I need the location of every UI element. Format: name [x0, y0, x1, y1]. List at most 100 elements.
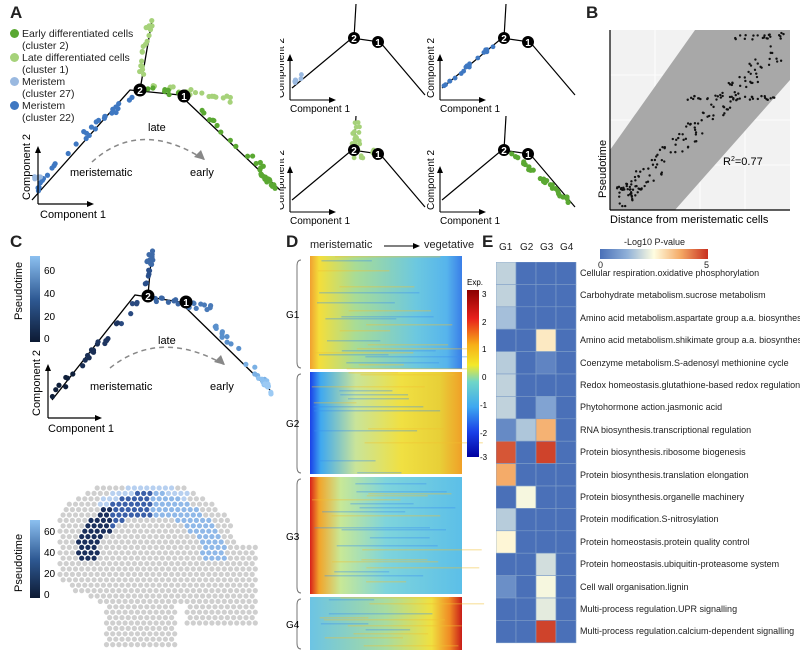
- spatial-spot: [63, 539, 69, 545]
- spatial-spot: [100, 517, 106, 523]
- spatial-spot: [63, 528, 69, 534]
- cell-point: [521, 159, 527, 165]
- legend-text: Late differentiated cells: [22, 52, 130, 64]
- spatial-spot: [175, 485, 181, 491]
- spatial-spot: [252, 555, 258, 561]
- spatial-spot: [131, 561, 137, 567]
- spatial-spot: [234, 577, 240, 583]
- spatial-spot: [100, 507, 106, 513]
- cell-point: [126, 97, 133, 103]
- spatial-spot: [212, 571, 218, 577]
- cell-point: [73, 141, 79, 147]
- spatial-spot: [162, 582, 168, 588]
- spatial-spot: [116, 566, 122, 572]
- spatial-spot: [181, 582, 187, 588]
- spatial-spot: [131, 539, 137, 545]
- cell-point: [224, 333, 230, 340]
- spatial-spot: [63, 561, 69, 567]
- spatial-spot: [156, 507, 162, 513]
- scatter-point: [738, 97, 741, 100]
- spatial-spot: [116, 588, 122, 594]
- spatial-spot: [150, 615, 156, 621]
- scatter-point: [750, 95, 754, 99]
- spatial-spot: [221, 534, 227, 540]
- heatmap-block-g4: [310, 597, 462, 650]
- spatial-spot: [150, 571, 156, 577]
- spatial-spot: [221, 620, 227, 626]
- cell-point: [356, 130, 362, 135]
- scatter-point: [684, 137, 688, 141]
- cell-point: [447, 78, 453, 84]
- scatter-point: [747, 70, 750, 74]
- spatial-spot: [165, 631, 172, 637]
- spatial-spot: [196, 588, 203, 594]
- enrichment-cell: [515, 508, 537, 532]
- spatial-spot: [116, 490, 122, 496]
- spatial-spot: [116, 544, 122, 550]
- spatial-spot: [175, 539, 181, 545]
- spatial-spot: [252, 609, 258, 615]
- trajectory-points: [49, 248, 274, 400]
- legend-text: Early differentiated cells: [22, 28, 134, 40]
- cell-point: [146, 32, 152, 39]
- spatial-spot: [144, 539, 150, 545]
- spatial-spot: [97, 555, 103, 561]
- spatial-spot: [82, 571, 88, 577]
- tick-label: 60: [44, 266, 56, 277]
- spatial-spot: [200, 550, 206, 556]
- enrichment-row-label: Protein modification.S-nitrosylation: [580, 514, 719, 525]
- scatter-point: [637, 187, 640, 190]
- spatial-spot: [193, 615, 199, 621]
- spatial-spot: [85, 588, 91, 594]
- spatial-spot: [128, 566, 134, 572]
- scatter-point: [639, 170, 642, 173]
- column-header-g4: G4: [560, 242, 574, 253]
- scatter-point: [756, 34, 759, 37]
- enrichment-cell: [555, 396, 577, 420]
- spatial-spot: [147, 631, 153, 637]
- heatmap-block-g3: [310, 477, 462, 594]
- spatial-spot: [153, 523, 159, 529]
- spatial-spot: [237, 604, 243, 610]
- scatter-point: [763, 34, 766, 37]
- spatial-spot: [141, 501, 147, 507]
- spatial-spot: [66, 566, 72, 572]
- spatial-spot: [116, 609, 122, 615]
- spatial-spot: [97, 588, 103, 594]
- enrichment-row-label: Coenzyme metabolism.S-adenosyl methionin…: [580, 357, 789, 368]
- spatial-spot: [57, 528, 63, 534]
- scatter-point: [686, 98, 689, 101]
- scatter-point: [701, 111, 705, 114]
- spatial-spot: [110, 642, 116, 648]
- spatial-spot: [172, 534, 178, 540]
- scatter-point: [737, 92, 740, 95]
- spatial-spot: [246, 555, 252, 561]
- spatial-spot: [246, 566, 252, 572]
- spatial-spot: [100, 561, 106, 567]
- spatial-spot: [165, 501, 172, 507]
- spatial-spot: [141, 555, 147, 561]
- spatial-spot: [156, 636, 162, 642]
- spatial-spot: [76, 550, 82, 556]
- enrichment-cell: [515, 530, 537, 554]
- enrichment-cell: [496, 440, 517, 464]
- legend: Early differentiated cells (cluster 2) La…: [10, 28, 133, 124]
- scatter-point: [706, 97, 709, 101]
- scatter-point: [631, 199, 634, 202]
- cell-point: [36, 174, 42, 180]
- spatial-spot: [193, 507, 199, 513]
- enrichment-cell: [535, 552, 557, 576]
- spatial-spot: [63, 507, 69, 513]
- spatial-spot: [63, 517, 69, 523]
- scatter-point: [642, 167, 645, 171]
- scatter-point: [654, 166, 658, 169]
- spatial-spot: [215, 534, 221, 540]
- cell-point: [149, 251, 155, 257]
- scatter-point: [760, 94, 763, 98]
- enrichment-cell: [535, 530, 557, 554]
- spatial-spot: [193, 539, 199, 545]
- spatial-spot: [128, 598, 134, 604]
- spatial-spot: [125, 571, 131, 577]
- spatial-spot: [122, 609, 128, 615]
- scatter-point: [618, 191, 621, 194]
